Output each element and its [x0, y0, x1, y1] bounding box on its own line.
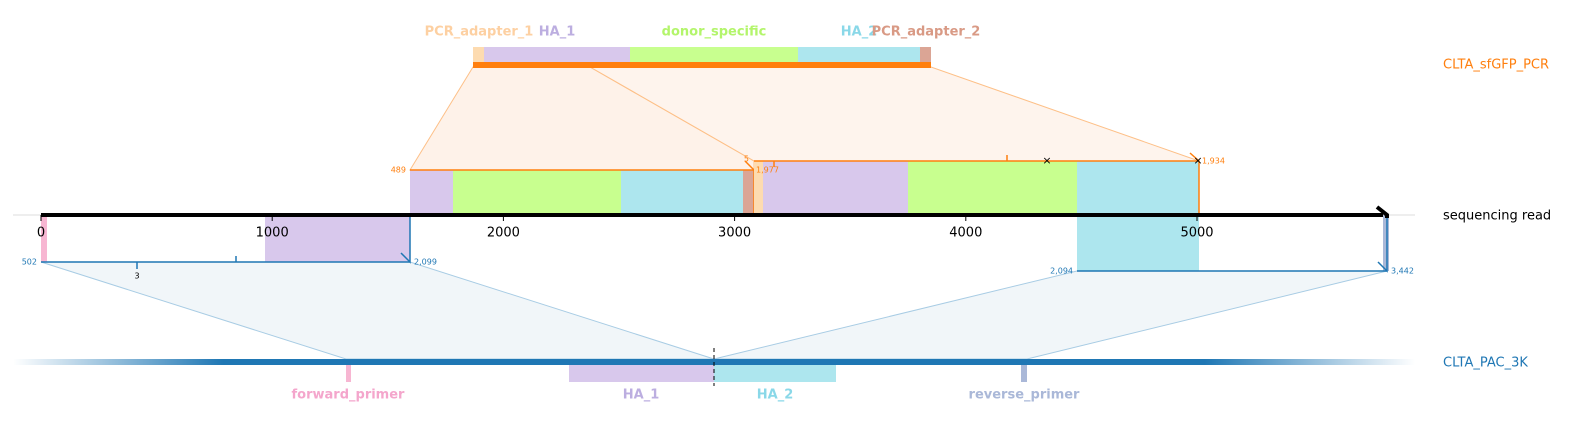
feature — [265, 215, 410, 262]
mismatch: × — [1042, 154, 1051, 167]
tick-label: 4000 — [949, 226, 982, 241]
marker-label: 3 — [134, 272, 139, 281]
feature — [763, 161, 908, 215]
feature — [743, 170, 754, 215]
construct-bar — [473, 62, 931, 68]
alignment-end — [1377, 215, 1388, 273]
feature-label: HA_2 — [757, 388, 794, 403]
tick-label: 5000 — [1180, 226, 1213, 241]
feature — [569, 365, 714, 382]
feature — [410, 170, 453, 215]
feature — [908, 161, 1077, 215]
axis-ticks: 0 1000 2000 3000 4000 5000 — [37, 215, 1214, 241]
end-label: 2,094 — [1050, 267, 1073, 276]
feature — [453, 170, 621, 215]
feature — [473, 47, 484, 62]
mismatch: × — [1193, 154, 1202, 167]
tick-label: 3000 — [718, 226, 751, 241]
feature-label: PCR_adapter_2 — [872, 25, 981, 40]
feature — [754, 161, 763, 215]
feature-label: PCR_adapter_1 — [425, 25, 534, 40]
end-label: 489 — [391, 166, 406, 175]
end-label: 3,442 — [1391, 267, 1414, 276]
feature — [798, 47, 920, 62]
feature-label: forward_primer — [292, 388, 406, 403]
construct-name: CLTA_PAC_3K — [1443, 356, 1528, 371]
projection — [40, 261, 715, 360]
feature — [1383, 215, 1389, 271]
feature — [714, 365, 836, 382]
feature — [484, 47, 630, 62]
read-name: sequencing read — [1443, 209, 1551, 224]
alignment-end — [1189, 152, 1200, 215]
feature — [41, 215, 47, 262]
feature-label: HA_2 — [841, 25, 878, 40]
feature — [621, 170, 743, 215]
construct-name: CLTA_sfGFP_PCR — [1443, 58, 1549, 73]
feature-label: HA_1 — [623, 388, 660, 403]
end-label: 1,934 — [1202, 157, 1225, 166]
feature-label: HA_1 — [539, 25, 576, 40]
feature-label: reverse_primer — [969, 388, 1081, 403]
feature — [630, 47, 798, 62]
tick-label: 1000 — [256, 226, 289, 241]
tick-label: 2000 — [487, 226, 520, 241]
feature-label: donor_specific — [662, 25, 767, 40]
end-label: 5 — [744, 155, 749, 164]
end-label: 502 — [22, 258, 37, 267]
alignment-end — [400, 215, 411, 264]
tick-label: 0 — [37, 226, 45, 241]
feature — [920, 47, 931, 62]
read-end — [1375, 205, 1389, 218]
feature — [1021, 365, 1027, 382]
end-label: 1,977 — [756, 166, 779, 175]
end-label: 2,099 — [414, 258, 437, 267]
projection — [713, 270, 1388, 360]
feature — [346, 365, 351, 382]
